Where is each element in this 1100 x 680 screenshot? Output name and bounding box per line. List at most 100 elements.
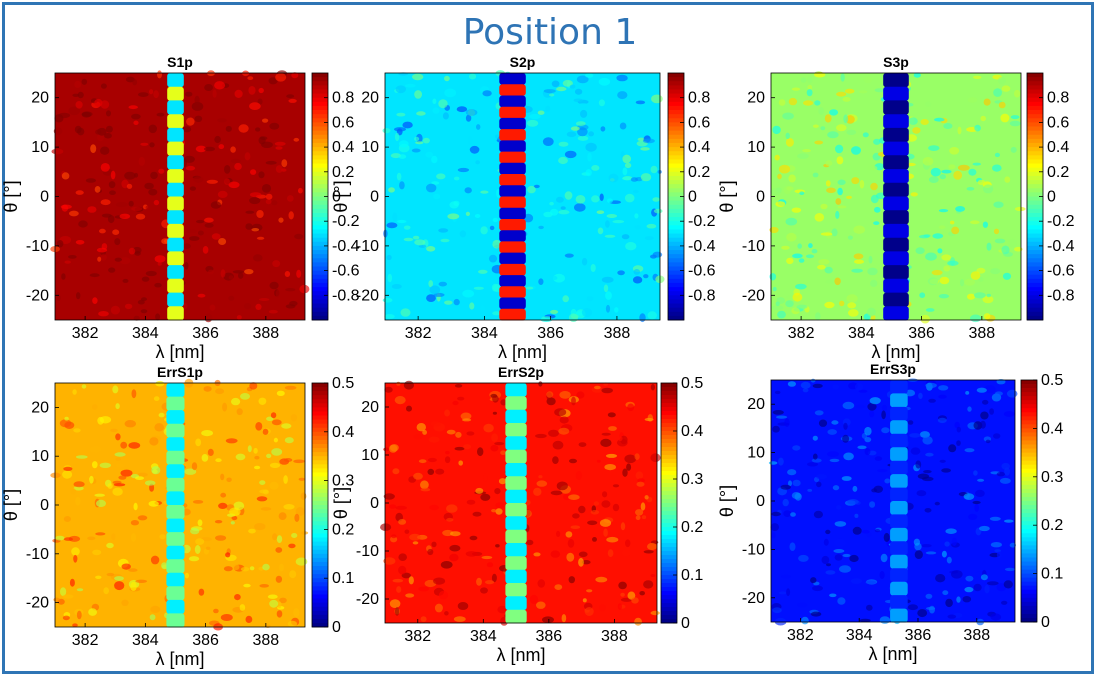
heatmap-speckle xyxy=(217,190,228,198)
heatmap-speckle xyxy=(780,574,792,579)
colorbar-tick-label: 0.4 xyxy=(332,139,354,156)
y-tick-label: -20 xyxy=(356,287,379,304)
heatmap-speckle xyxy=(575,195,586,204)
heatmap-speckle xyxy=(812,383,823,389)
heatmap-speckle xyxy=(464,187,472,194)
colorbar-step xyxy=(312,509,328,514)
y-tick-label: -10 xyxy=(26,546,49,563)
heatmap-speckle xyxy=(622,167,628,176)
heatmap-speckle xyxy=(403,237,414,242)
heatmap-speckle xyxy=(554,408,567,417)
colorbar-step xyxy=(1021,581,1037,587)
colorbar-step xyxy=(1027,73,1043,78)
heatmap-speckle xyxy=(114,238,121,246)
heatmap-speckle xyxy=(247,76,254,80)
heatmap-speckle xyxy=(108,181,116,189)
heatmap-speckle xyxy=(569,84,576,89)
colorbar-step xyxy=(1021,436,1037,441)
colorbar-step xyxy=(668,171,684,177)
heatmap-speckle xyxy=(121,563,131,570)
heatmap-speckle xyxy=(99,228,106,234)
heatmap-speckle xyxy=(974,292,986,299)
heatmap-band-row xyxy=(166,464,185,479)
heatmap-speckle xyxy=(972,500,981,505)
heatmap-speckle xyxy=(100,163,110,172)
x-tick-label: 382 xyxy=(405,325,432,342)
heatmap-speckle xyxy=(446,504,458,513)
heatmap-speckle xyxy=(818,419,828,427)
heatmap-speckle xyxy=(538,475,543,479)
heatmap-speckle xyxy=(588,131,594,137)
heatmap-speckle xyxy=(837,205,847,209)
heatmap-speckle xyxy=(150,605,161,614)
heatmap-speckle xyxy=(843,422,848,430)
colorbar-step xyxy=(668,180,684,185)
heatmap-speckle xyxy=(382,297,393,303)
colorbar-step xyxy=(312,122,328,127)
colorbar-step xyxy=(661,591,677,596)
colorbar-step xyxy=(668,114,684,119)
heatmap-speckle xyxy=(184,572,189,579)
colorbar-step xyxy=(1027,221,1043,226)
heatmap-speckle xyxy=(566,131,577,138)
heatmap-speckle xyxy=(842,434,850,443)
heatmap-speckle xyxy=(480,190,489,194)
heatmap-speckle xyxy=(137,472,148,477)
heatmap-speckle xyxy=(578,103,588,108)
heatmap-speckle xyxy=(839,565,851,573)
colorbar-step xyxy=(312,395,328,400)
heatmap-speckle xyxy=(203,386,212,392)
colorbar-step xyxy=(1027,266,1043,271)
colorbar-step xyxy=(312,85,328,90)
colorbar-step xyxy=(668,221,684,226)
heatmap-speckle xyxy=(968,168,977,176)
heatmap-speckle xyxy=(800,77,807,83)
heatmap-speckle xyxy=(787,469,797,476)
colorbar-step xyxy=(661,391,677,396)
heatmap-speckle xyxy=(810,378,816,383)
heatmap-speckle xyxy=(651,94,663,104)
colorbar-step xyxy=(312,266,328,271)
heatmap-speckle xyxy=(792,445,801,451)
heatmap-speckle xyxy=(222,402,228,412)
heatmap-band-row xyxy=(499,308,526,321)
heatmap-speckle xyxy=(398,519,407,525)
heatmap-speckle xyxy=(480,493,491,501)
heatmap-speckle xyxy=(480,305,485,313)
colorbar-step xyxy=(1027,278,1043,284)
heatmap-speckle xyxy=(1008,238,1017,248)
heatmap-speckle xyxy=(920,119,929,125)
heatmap-speckle xyxy=(202,246,209,254)
heatmap-speckle xyxy=(109,190,116,195)
heatmap-speckle xyxy=(396,381,401,386)
heatmap-speckle xyxy=(249,192,262,198)
heatmap-speckle xyxy=(853,225,865,234)
heatmap-speckle xyxy=(240,567,250,572)
colorbar-step xyxy=(312,101,328,107)
colorbar-step xyxy=(312,233,328,239)
heatmap-speckle xyxy=(836,91,847,97)
heatmap-band-row xyxy=(883,169,909,184)
heatmap-speckle xyxy=(275,165,283,173)
heatmap-speckle xyxy=(267,594,278,599)
heatmap-speckle xyxy=(973,470,978,476)
heatmap-speckle xyxy=(115,433,121,441)
colorbar-step xyxy=(1027,134,1043,140)
heatmap-band-row xyxy=(890,433,908,448)
heatmap-speckle xyxy=(798,554,809,562)
heatmap-band-row xyxy=(166,572,185,587)
heatmap-speckle xyxy=(133,315,140,321)
colorbar-step xyxy=(668,212,684,218)
heatmap-speckle xyxy=(215,388,225,395)
heatmap-speckle xyxy=(78,220,88,228)
heatmap-speckle xyxy=(438,281,447,287)
colorbar-step xyxy=(312,274,328,280)
heatmap-speckle xyxy=(480,226,488,235)
colorbar-tick-label: -0.8 xyxy=(1047,287,1075,304)
heatmap-speckle xyxy=(1014,206,1026,212)
colorbar-step xyxy=(1027,262,1043,267)
heatmap-speckle xyxy=(262,428,269,435)
heatmap-speckle xyxy=(866,604,873,611)
